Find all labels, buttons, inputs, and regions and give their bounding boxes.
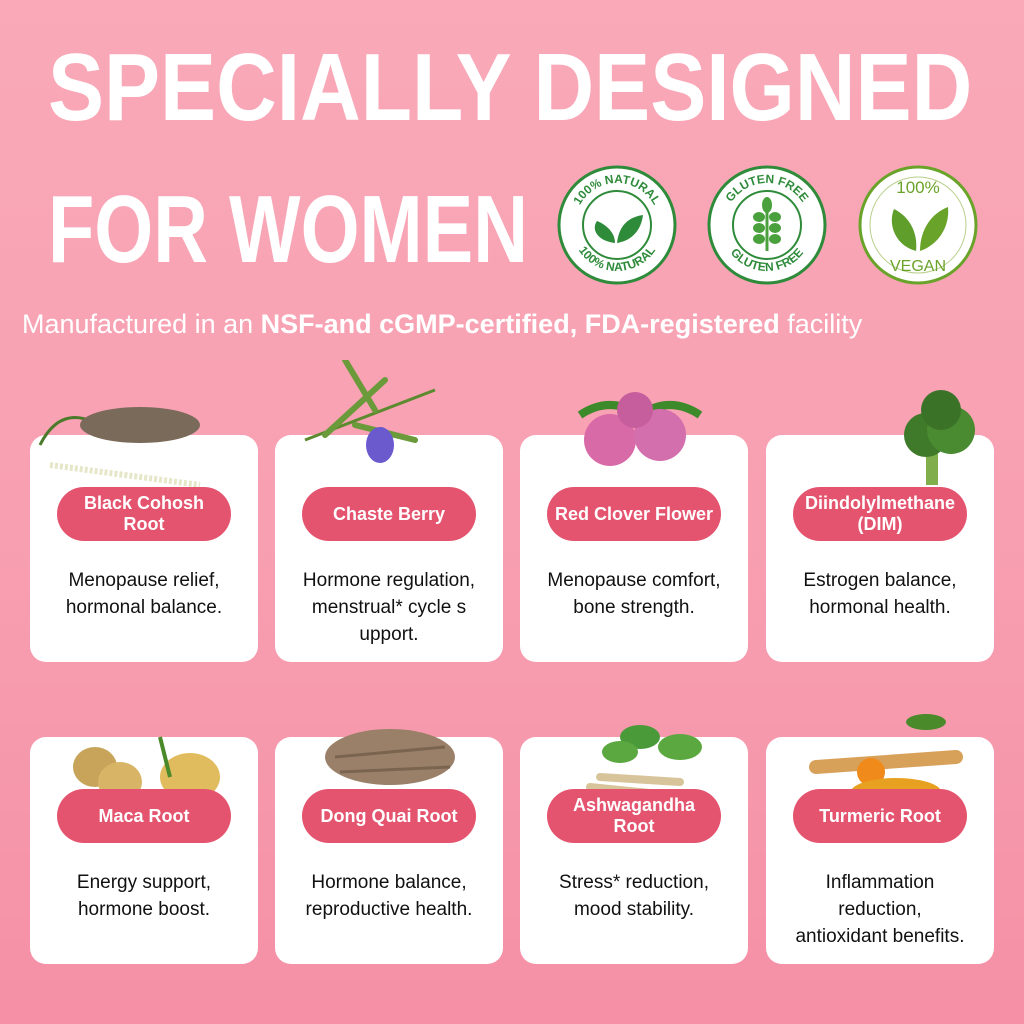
headline-line-2: FOR WOMEN xyxy=(48,176,528,283)
ingredient-card: Dong Quai Root Hormone balance, reproduct… xyxy=(275,729,503,964)
ingredient-illustration xyxy=(904,390,975,485)
gluten-free-badge: GLUTEN FREE GLUTEN FREE xyxy=(707,165,827,285)
ingredient-description: Inflammation reduction, antioxidant benefi… xyxy=(795,872,965,947)
ingredient-name-pill: Maca Root xyxy=(57,789,231,843)
ingredient-illustration xyxy=(325,729,455,785)
ingredient-card: Turmeric Root Inflammation reduction, anti… xyxy=(766,714,994,964)
ingredient-name-pill: Ashwagandha Root xyxy=(547,789,721,843)
ingredient-description: Estrogen balance, hormonal health. xyxy=(803,570,957,618)
ingredient-name-pill: Red Clover Flower xyxy=(547,487,721,541)
ingredient-illustration xyxy=(577,392,703,466)
ingredient-name-pill: Black Cohosh Root xyxy=(57,487,231,541)
ingredient-description: Energy support, hormone boost. xyxy=(76,872,212,920)
wheat-icon xyxy=(753,197,781,251)
ingredient-illustration xyxy=(304,360,436,463)
ingredient-name-pill: Turmeric Root xyxy=(793,789,967,843)
svg-text:100%: 100% xyxy=(896,178,939,197)
ingredient-description: Menopause relief, hormonal balance. xyxy=(65,570,223,618)
ingredient-description: Hormone balance, reproductive health. xyxy=(305,872,473,920)
ingredient-description: Menopause comfort, bone strength. xyxy=(547,570,721,618)
ingredient-description: Hormone regulation, menstrual* cycle s upp… xyxy=(302,570,476,645)
manufacturing-statement: Manufactured in an NSF-and cGMP-certifie… xyxy=(22,309,863,339)
ingredient-card: Black Cohosh Root Menopause relief, hormo… xyxy=(30,407,258,662)
ingredient-description: Stress* reduction, mood stability. xyxy=(559,872,709,920)
ingredient-card: Chaste Berry Hormone regulation, menstrua… xyxy=(275,360,503,662)
natural-badge: 100% NATURAL 100% NATURAL xyxy=(557,165,677,285)
vegan-badge: 100% VEGAN xyxy=(858,165,978,285)
ingredient-card: Red Clover Flower Menopause comfort, bone… xyxy=(520,392,748,662)
svg-text:VEGAN: VEGAN xyxy=(890,258,946,275)
headline-line-1: SPECIALLY DESIGNED xyxy=(48,34,973,141)
ingredient-card: Maca Root Energy support, hormone boost. xyxy=(30,736,258,964)
ingredient-name-pill: Diindolylmethane (DIM) xyxy=(793,487,967,541)
ingredient-illustration xyxy=(38,407,201,488)
leaf-icon xyxy=(891,207,949,251)
ingredient-card: Diindolylmethane (DIM) Estrogen balance,… xyxy=(766,390,994,662)
leaf-icon xyxy=(594,215,643,243)
ingredient-name-pill: Dong Quai Root xyxy=(302,789,476,843)
ingredient-card: Ashwagandha Root Stress* reduction, mood … xyxy=(520,725,748,964)
ingredient-name-pill: Chaste Berry xyxy=(302,487,476,541)
